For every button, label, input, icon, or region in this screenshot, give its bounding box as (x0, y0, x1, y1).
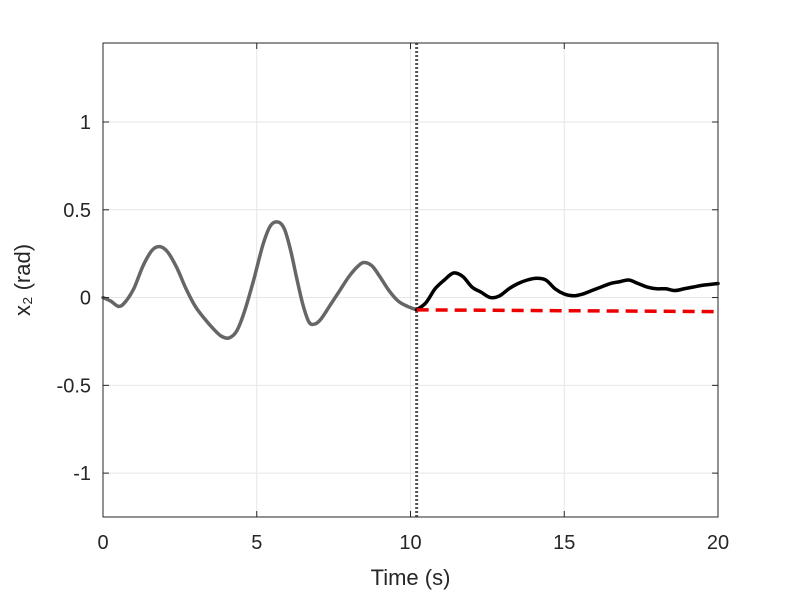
x-tick-label: 15 (553, 532, 575, 554)
x-tick-label: 20 (707, 532, 729, 554)
grid (102, 43, 719, 517)
ticks: 0 5 10 15 20 -1 -0.5 0 0.5 1 (57, 43, 729, 554)
series-line-before-switch (101, 220, 419, 340)
x-tick-label: 10 (399, 532, 421, 554)
y-axis-label: x₂ (rad) (10, 244, 35, 316)
y-tick-label: 0.5 (63, 200, 91, 222)
x-axis-label: Time (s) (371, 565, 451, 590)
series-layer (101, 43, 720, 517)
y-tick-label: -1 (73, 463, 91, 485)
x-tick-label: 5 (251, 532, 262, 554)
series-line-after-switch (414, 271, 720, 312)
y-tick-label: -0.5 (57, 375, 91, 397)
y-tick-label: 1 (80, 112, 91, 134)
y-tick-label: 0 (80, 288, 91, 310)
x-tick-label: 0 (97, 532, 108, 554)
series-line-reference (416, 308, 719, 314)
